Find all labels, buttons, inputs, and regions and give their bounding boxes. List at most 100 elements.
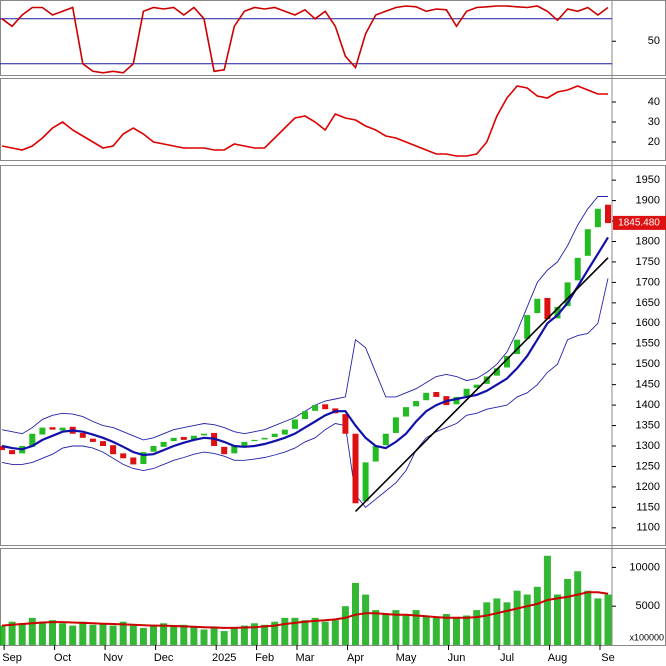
y-tick-label: 1750	[636, 256, 660, 268]
candle	[574, 257, 581, 281]
volume-bar	[372, 610, 380, 645]
candle	[271, 433, 278, 438]
band-lower	[1, 278, 609, 509]
x-tick-label: Nov	[103, 652, 123, 664]
volume-bar	[38, 621, 46, 645]
x-tick-label: May	[396, 652, 417, 664]
x-tick-label: Se	[601, 652, 614, 664]
volume-bar	[150, 624, 157, 645]
volume-bar	[251, 623, 258, 645]
y-tick-label: 20	[648, 136, 660, 148]
volume-bar	[79, 621, 87, 645]
volume-bar	[49, 620, 56, 645]
candle	[342, 414, 349, 434]
band-upper	[1, 196, 608, 441]
volume-bar	[574, 571, 582, 645]
volume-bar	[523, 594, 531, 645]
y-tick-label: 1950	[636, 174, 660, 186]
volume-bar	[604, 594, 612, 645]
candle	[110, 445, 117, 455]
volume-bar	[412, 610, 420, 645]
candle	[463, 388, 470, 397]
candle	[201, 433, 207, 436]
volume-bar	[463, 615, 471, 645]
y-tick-label: 10000	[629, 561, 660, 573]
volume-bar	[382, 613, 390, 645]
candle	[433, 392, 440, 397]
volume-bar	[483, 602, 491, 645]
volume-bar	[513, 590, 521, 645]
volume-bar	[89, 624, 97, 645]
y-tick-label: 1300	[636, 440, 660, 452]
candle	[584, 229, 591, 256]
candle	[180, 437, 187, 440]
volume-bar	[281, 617, 289, 645]
y-tick-label: 1900	[636, 194, 660, 206]
volume-bar	[432, 617, 440, 645]
candle	[564, 282, 571, 307]
candle	[130, 457, 137, 465]
last-price-label: 1845.480	[618, 218, 660, 229]
candle	[403, 407, 409, 417]
y-tick-label: 1500	[636, 358, 660, 370]
volume-bar	[230, 627, 238, 645]
candle	[291, 419, 298, 429]
x-tick-label: Sep	[2, 652, 22, 664]
x-tick-label: Mar	[296, 652, 315, 664]
panel-frame	[0, 165, 666, 546]
y-tick-label: 40	[648, 96, 660, 108]
last-price-box	[613, 215, 666, 230]
y-tick-label: 1550	[636, 338, 660, 350]
volume-bar	[271, 621, 279, 645]
candle	[514, 339, 521, 354]
x-tick-label: Apr	[347, 652, 364, 664]
candle	[544, 297, 551, 320]
candle	[504, 356, 510, 368]
x-tick-label: Oct	[54, 652, 71, 664]
candle	[312, 405, 319, 411]
volume-ma	[1, 591, 609, 629]
y-tick-label: 1350	[636, 419, 660, 431]
y-tick-label: 1600	[636, 317, 660, 329]
y-tick-label: 1100	[636, 522, 660, 534]
volume-bar	[129, 625, 137, 645]
volume-bar	[594, 598, 602, 645]
volume-bar	[220, 631, 228, 645]
y-tick-label: 1650	[636, 297, 660, 309]
volume-bar	[261, 624, 269, 645]
candle	[524, 315, 531, 339]
candle	[100, 441, 106, 447]
line-series	[1, 85, 608, 157]
volume-bar	[392, 610, 400, 645]
volume-bar	[402, 613, 410, 645]
x-tick-label: Aug	[548, 652, 568, 664]
x-tick-label: Dec	[154, 652, 174, 664]
volume-bar	[240, 625, 248, 645]
candle	[372, 446, 379, 462]
x-tick-label: Feb	[255, 652, 274, 664]
candle	[413, 401, 420, 407]
candle	[605, 204, 611, 224]
y-tick-label: 1700	[636, 276, 660, 288]
volume-bar	[442, 613, 450, 645]
volume-bar	[291, 617, 299, 645]
candle	[251, 439, 258, 442]
volume-bar	[109, 625, 117, 645]
candle	[493, 368, 500, 376]
volume-bar	[311, 617, 319, 645]
x-tick-label: Jun	[448, 652, 466, 664]
candle	[453, 396, 460, 405]
candle	[392, 417, 399, 433]
y-tick-label: 1150	[636, 501, 660, 513]
volume-bar	[8, 621, 16, 645]
volume-bar	[341, 606, 349, 645]
candle	[221, 446, 228, 455]
volume-bar	[190, 627, 198, 645]
candle	[322, 404, 329, 410]
candle	[59, 427, 66, 431]
volume-bar	[503, 602, 511, 645]
volume-bar	[301, 620, 309, 645]
volume-bar	[453, 617, 460, 645]
volume-bar	[210, 626, 218, 645]
volume-bar	[170, 626, 178, 645]
